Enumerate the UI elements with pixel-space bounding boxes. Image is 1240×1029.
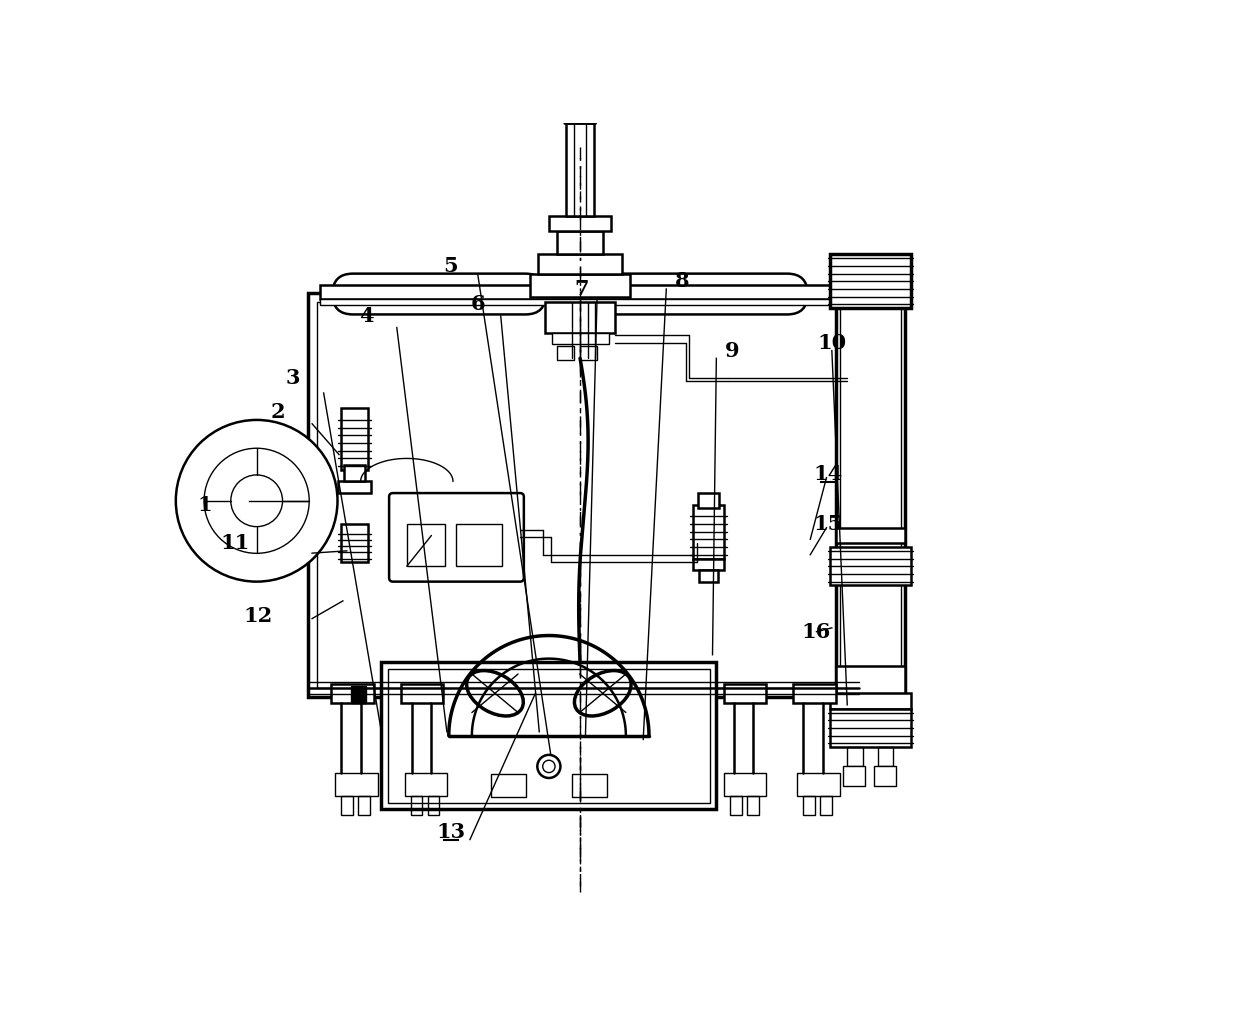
Bar <box>320 299 851 306</box>
Bar <box>839 296 901 694</box>
Bar <box>341 795 353 815</box>
Bar <box>407 524 445 566</box>
Bar <box>382 663 717 809</box>
Text: 8: 8 <box>675 272 689 291</box>
Bar <box>456 524 502 566</box>
Bar <box>836 528 905 543</box>
Bar <box>401 684 443 703</box>
Bar <box>724 684 766 703</box>
Bar <box>843 767 866 786</box>
Bar <box>693 504 724 559</box>
Bar <box>337 481 372 493</box>
Bar <box>331 684 373 703</box>
Text: 15: 15 <box>813 513 843 534</box>
Bar <box>830 547 911 586</box>
Bar <box>830 254 911 309</box>
Circle shape <box>205 449 309 554</box>
Text: 16: 16 <box>802 622 831 642</box>
Bar <box>341 524 368 563</box>
Text: 1: 1 <box>197 495 212 514</box>
Bar <box>797 773 839 795</box>
Bar <box>804 795 815 815</box>
Bar <box>821 795 832 815</box>
Bar <box>320 285 851 299</box>
Bar <box>358 795 370 815</box>
Bar <box>343 465 366 481</box>
Text: 6: 6 <box>470 294 485 315</box>
Bar <box>529 274 630 296</box>
Bar <box>410 795 422 815</box>
Bar <box>724 773 766 795</box>
Bar <box>567 123 594 216</box>
Text: 10: 10 <box>817 333 847 353</box>
Bar <box>546 303 615 333</box>
Bar <box>351 686 366 703</box>
Text: 3: 3 <box>285 367 300 388</box>
Text: 14: 14 <box>813 464 843 484</box>
Bar <box>874 767 895 786</box>
Text: 12: 12 <box>243 606 273 627</box>
Text: 4: 4 <box>358 306 373 326</box>
Text: 2: 2 <box>270 402 285 422</box>
Text: 11: 11 <box>221 533 249 554</box>
Bar <box>552 333 609 345</box>
Ellipse shape <box>574 671 631 716</box>
Bar <box>730 795 742 815</box>
Bar <box>878 747 894 767</box>
Circle shape <box>543 760 556 773</box>
Bar <box>693 559 724 570</box>
Bar <box>538 254 622 274</box>
Bar <box>309 293 859 697</box>
Bar <box>549 216 611 232</box>
Text: 5: 5 <box>444 256 458 276</box>
Ellipse shape <box>466 671 523 716</box>
Text: 13: 13 <box>436 822 465 842</box>
Text: 7: 7 <box>574 279 589 299</box>
Bar <box>794 684 836 703</box>
Bar <box>830 694 911 709</box>
Bar <box>491 774 526 797</box>
Bar <box>404 773 446 795</box>
Bar <box>580 346 596 360</box>
Bar <box>335 773 377 795</box>
Bar <box>847 747 863 767</box>
Bar <box>428 795 439 815</box>
Bar <box>836 667 905 697</box>
Bar <box>317 303 849 688</box>
Circle shape <box>176 420 337 581</box>
Bar <box>388 669 711 803</box>
Text: 9: 9 <box>724 341 739 360</box>
Bar <box>699 570 718 581</box>
Bar <box>748 795 759 815</box>
Bar <box>836 293 905 697</box>
Bar <box>341 409 368 470</box>
Bar <box>572 774 606 797</box>
FancyBboxPatch shape <box>594 274 807 315</box>
Bar <box>557 346 574 360</box>
Bar <box>830 709 911 747</box>
Bar <box>557 232 603 254</box>
FancyBboxPatch shape <box>332 274 546 315</box>
Circle shape <box>231 475 283 527</box>
Circle shape <box>537 755 560 778</box>
Bar <box>698 493 719 508</box>
FancyBboxPatch shape <box>389 493 523 581</box>
